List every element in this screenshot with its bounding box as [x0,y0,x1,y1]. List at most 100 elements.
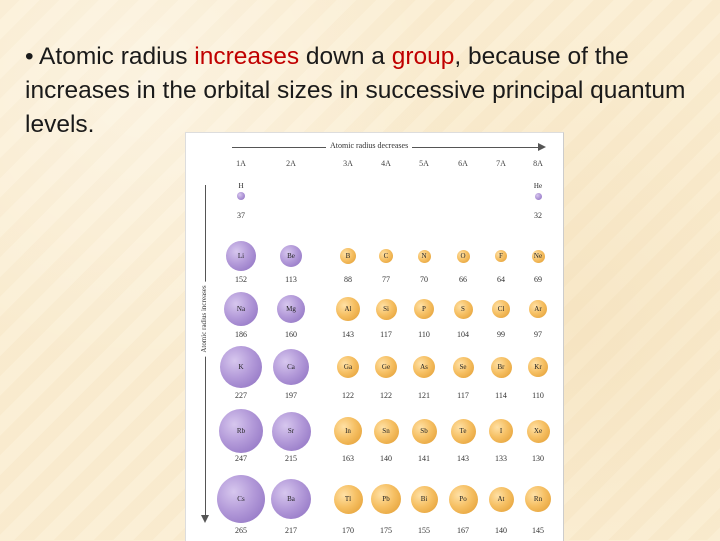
atom-circle [336,297,360,321]
element-symbol: B [345,252,351,260]
element-symbol: Li [237,252,245,260]
atom-circle [450,418,476,444]
element-symbol: Xe [533,427,543,435]
atomic-radius-value: 64 [497,275,505,284]
atomic-radius-figure: Atomic radius decreases Atomic radius in… [185,132,564,541]
atomic-radius-value: 163 [342,454,354,463]
element-symbol: Ca [287,363,295,371]
atomic-radius-value: 140 [380,454,392,463]
atomic-radius-value: 88 [344,275,352,284]
slide-bullet-text: • Atomic radius increases down a group, … [25,40,715,142]
element-symbol: O [460,252,466,260]
atom-circle [528,357,548,377]
text-part-3: , because of the increases in the orbita… [25,43,686,138]
atom-circle [379,249,393,263]
decreases-label: Atomic radius decreases [326,141,413,150]
atomic-radius-value: 117 [380,330,392,339]
text-part-2: down a [299,43,392,70]
atomic-radius-value: 197 [285,391,297,400]
atom-circle [340,248,356,264]
element-symbol: Bi [420,495,428,503]
atom-circle [526,419,550,443]
atomic-radius-value: 170 [342,526,354,535]
atomic-radius-value: 265 [235,526,247,535]
group-label: 6A [458,159,468,168]
atom-circle [492,300,510,318]
element-symbol: Po [459,495,467,503]
atom-circle [226,241,256,271]
atomic-radius-value: 122 [342,391,354,400]
atom-circle [417,249,431,263]
element-symbol: Te [459,427,467,435]
atomic-radius-value: 227 [235,391,247,400]
atom-circle [531,249,545,263]
atom-circle [237,192,245,200]
atom-circle [271,479,311,519]
atom-circle [534,192,542,200]
atom-circle [529,300,547,318]
element-symbol: As [420,363,428,371]
group-label: 7A [496,159,506,168]
atom-circle [448,484,478,514]
group-label: 8A [533,159,543,168]
atom-circle [495,250,507,262]
atom-circle [410,485,438,513]
element-symbol: Cl [497,305,505,313]
atomic-radius-value: 167 [457,526,469,535]
atomic-radius-value: 117 [457,391,469,400]
atomic-radius-value: 104 [457,330,469,339]
element-symbol: Ga [343,363,353,371]
atomic-radius-value: 110 [418,330,430,339]
atomic-radius-value: 160 [285,330,297,339]
element-symbol: Ne [533,252,543,260]
element-symbol: N [421,252,427,260]
group-label: 1A [236,159,246,168]
atomic-radius-value: 155 [418,526,430,535]
atomic-radius-value: 77 [382,275,390,284]
atomic-radius-value: 133 [495,454,507,463]
element-symbol: Rn [533,495,543,503]
element-symbol: P [422,305,426,313]
element-symbol: Cs [237,495,245,503]
atomic-radius-value: 247 [235,454,247,463]
element-symbol: Kr [534,363,542,371]
atom-circle [337,356,359,378]
atom-circle [453,299,473,319]
element-symbol: He [533,182,543,190]
atomic-radius-value: 175 [380,526,392,535]
atomic-radius-value: 122 [380,391,392,400]
element-symbol: C [383,252,389,260]
atom-circle [413,356,435,378]
atomic-radius-value: 66 [459,275,467,284]
atomic-radius-value: 32 [534,211,542,220]
group-label: 2A [286,159,296,168]
atomic-radius-value: 37 [237,211,245,220]
element-symbol: Na [236,305,246,313]
atomic-radius-value: 99 [497,330,505,339]
atom-circle [375,356,397,378]
atomic-radius-value: 110 [532,391,544,400]
atom-circle [411,418,437,444]
atomic-radius-value: 186 [235,330,247,339]
atom-circle [414,299,434,319]
atomic-radius-value: 130 [532,454,544,463]
element-symbol: I [499,427,503,435]
atom-circle [219,409,263,453]
atomic-radius-value: 152 [235,275,247,284]
atom-circle [217,475,265,523]
atom-circle [373,418,399,444]
atom-circle [273,349,309,385]
atomic-radius-value: 143 [457,454,469,463]
group-label: 3A [343,159,353,168]
element-symbol: Se [459,363,467,371]
atomic-radius-value: 215 [285,454,297,463]
element-symbol: S [461,305,465,313]
atomic-radius-value: 140 [495,526,507,535]
element-symbol: Ar [534,305,542,313]
atom-circle [488,486,514,512]
atomic-radius-value: 217 [285,526,297,535]
element-symbol: Ba [287,495,295,503]
highlight-increases: increases [194,43,300,70]
atom-circle [490,356,512,378]
element-symbol: At [497,495,505,503]
